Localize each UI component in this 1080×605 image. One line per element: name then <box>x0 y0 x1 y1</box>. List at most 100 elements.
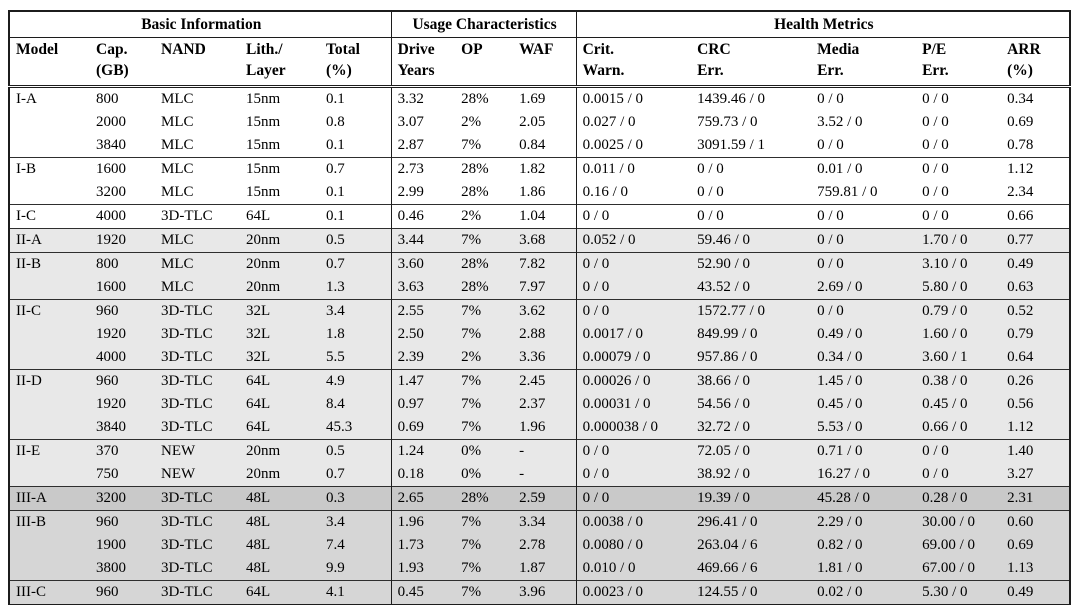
table-cell: 1900 <box>96 536 126 553</box>
table-cell: 72.05 / 0 <box>691 438 812 463</box>
model-cell: II-B <box>9 251 90 276</box>
table-cell: 0 / 0 <box>922 136 949 153</box>
table-cell: 5.30 / 0 <box>916 579 1002 605</box>
table-cell: 0 / 0 <box>916 438 1002 463</box>
header-group-row: Basic Information Usage Characteristics He… <box>9 11 1071 38</box>
table-cell: 469.66 / 6 <box>697 559 758 576</box>
table-cell: 28% <box>455 156 514 181</box>
table-cell: 38.66 / 0 <box>691 368 812 393</box>
model-cell <box>9 416 90 440</box>
table-cell: 0 / 0 <box>811 298 917 323</box>
table-cell: 2.99 <box>390 180 456 205</box>
table-cell: 0.63 <box>1007 278 1034 295</box>
table-cell: 0.18 <box>390 462 456 487</box>
table-cell: 0.0017 / 0 <box>575 322 692 346</box>
table-cell: 0 / 0 <box>575 485 692 511</box>
table-cell: 0.34 <box>1001 85 1071 111</box>
table-cell: 3.34 <box>513 509 577 534</box>
table-cell: 0.052 / 0 <box>575 227 692 253</box>
table-cell: 7% <box>455 298 514 323</box>
column-header-line1: WAF <box>519 41 554 58</box>
table-cell: 7% <box>461 559 482 576</box>
table-cell: 28% <box>455 85 514 111</box>
table-cell: 0.34 / 0 <box>817 348 863 365</box>
table-cell: 370 <box>90 438 155 463</box>
table-body: I-A 800 MLC 15nm 0.1 3.32 28% 1.69 0.0015 / 0 143… <box>9 85 1071 605</box>
table-cell: 30.00 / 0 <box>916 509 1002 534</box>
column-header-waf: WAF <box>513 37 577 88</box>
table-cell: 849.99 / 0 <box>697 325 758 342</box>
table-row: II-E 370 NEW 20nm 0.5 1.24 0% -0 / 0 72.05 / 0 0.… <box>9 438 1071 463</box>
table-cell: 759.73 / 0 <box>697 113 758 130</box>
table-cell: 4000 <box>90 203 155 229</box>
column-header-line1: NAND <box>161 41 206 58</box>
table-cell: 28% <box>461 183 489 200</box>
table-cell: NEW <box>161 465 196 482</box>
table-cell: 2000 <box>96 113 126 130</box>
column-header-line2: (%) <box>1007 61 1033 79</box>
table-cell: 1.73 <box>390 533 456 557</box>
column-header-line2: Layer <box>246 61 286 79</box>
table-cell: 1600 <box>90 156 155 181</box>
column-header-line1: Drive <box>397 41 435 58</box>
table-cell: MLC <box>155 227 240 253</box>
table-cell: 0.0025 / 0 <box>575 133 692 158</box>
table-cell: 0.45 / 0 <box>817 395 863 412</box>
column-header-line2 <box>161 61 236 81</box>
model-cell <box>9 557 90 581</box>
table-cell: 0 / 0 <box>811 251 917 276</box>
model-cell <box>9 346 90 370</box>
table-cell: 2.29 / 0 <box>811 509 917 534</box>
table-cell: 3.68 <box>513 227 577 253</box>
table-cell: 0 / 0 <box>575 438 692 463</box>
table-cell: 1920 <box>90 227 155 253</box>
table-cell: - <box>519 465 525 482</box>
column-group-header: Health Metrics <box>575 11 1071 38</box>
table-cell: 263.04 / 6 <box>697 536 758 553</box>
model-cell <box>9 534 90 557</box>
column-header-line2: Warn. <box>582 61 625 79</box>
table-cell: 0 / 0 <box>575 298 692 323</box>
table-cell: 0.84 <box>519 136 546 153</box>
model-cell <box>9 181 90 205</box>
table-cell: 960 <box>90 579 155 605</box>
table-cell: 2.55 <box>390 298 456 323</box>
table-cell: 2.45 <box>513 368 577 393</box>
table-cell: 3.62 <box>513 298 577 323</box>
table-cell: 2.31 <box>1001 485 1071 511</box>
column-group-header: Basic Information <box>9 11 392 38</box>
table-cell: 1572.77 / 0 <box>691 298 812 323</box>
table-row: III-B 960 3D-TLC 48L 3.4 1.96 7% 3.34 0.0038 / 0… <box>9 509 1071 534</box>
table-cell: 1.13 <box>1007 559 1034 576</box>
table-cell: 0.3 <box>320 485 392 511</box>
table-cell: 0.00026 / 0 <box>575 368 692 393</box>
table-cell: 0.66 <box>1001 203 1071 229</box>
table-cell: 43.52 / 0 <box>697 278 750 295</box>
table-cell: 0 / 0 <box>575 251 692 276</box>
table-cell: 0 / 0 <box>811 227 917 253</box>
column-header-model: Model <box>9 37 90 88</box>
table-cell: 0.28 / 0 <box>916 485 1002 511</box>
table-cell: 0.26 <box>1001 368 1071 393</box>
table-row: 3840 3D-TLC 64L 45.3 0.69 7% 1.96 0.000038 / 0 3… <box>9 415 1071 440</box>
table-cell: 0.0015 / 0 <box>575 85 692 111</box>
table-cell: 0 / 0 <box>916 203 1002 229</box>
table-cell: NEW <box>155 438 240 463</box>
table-cell: 0.1 <box>326 136 345 153</box>
table-cell: 3D-TLC <box>155 485 240 511</box>
table-cell: 0 / 0 <box>575 203 692 229</box>
table-cell: MLC <box>155 156 240 181</box>
table-cell: 1.47 <box>390 368 456 393</box>
table-cell: 0.027 / 0 <box>575 110 692 134</box>
table-cell: 0 / 0 <box>922 113 949 130</box>
table-cell: 0.1 <box>326 183 345 200</box>
table-cell: 7.4 <box>326 536 345 553</box>
table-cell: 48L <box>240 509 320 534</box>
table-cell: 7% <box>455 227 514 253</box>
column-header-line1: Lith./ <box>246 41 283 58</box>
column-header-crc-err: CRC Err. <box>691 37 812 88</box>
table-cell: 7% <box>455 579 514 605</box>
table-cell: 20nm <box>240 227 320 253</box>
table-cell: 0.60 <box>1001 509 1071 534</box>
